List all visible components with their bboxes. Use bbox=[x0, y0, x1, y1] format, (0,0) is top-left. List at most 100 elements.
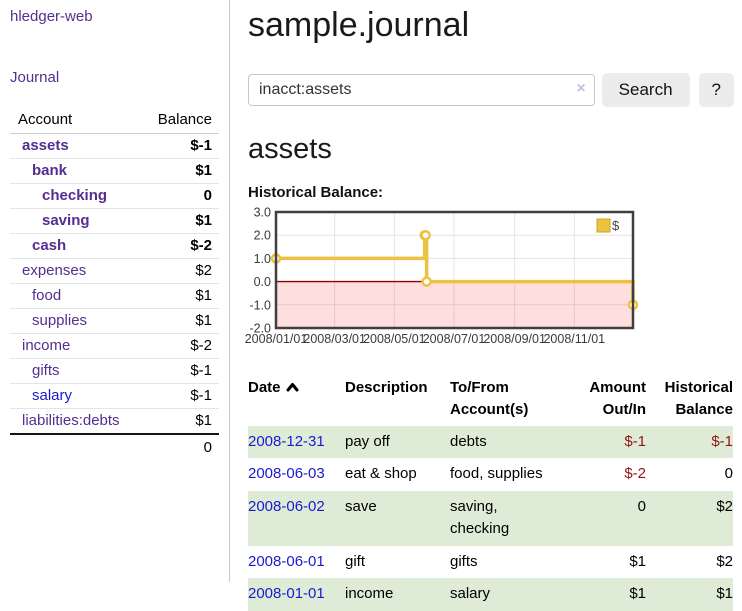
accounts-col-balance: Balance bbox=[138, 107, 219, 134]
account-balance: $-1 bbox=[138, 384, 219, 409]
svg-text:2008/07/01: 2008/07/01 bbox=[423, 332, 486, 346]
svg-text:2008/11/01: 2008/11/01 bbox=[543, 332, 605, 346]
transaction-balance: $2 bbox=[646, 491, 733, 546]
account-row: assets $-1 bbox=[10, 134, 219, 159]
svg-text:-1.0: -1.0 bbox=[249, 298, 271, 312]
transaction-date-link[interactable]: 2008-06-02 bbox=[248, 498, 325, 515]
account-row: income $-2 bbox=[10, 334, 219, 359]
svg-text:0.0: 0.0 bbox=[254, 275, 271, 289]
transaction-date-link[interactable]: 2008-12-31 bbox=[248, 433, 325, 450]
account-link-liabilities-debts[interactable]: liabilities:debts bbox=[22, 412, 120, 429]
accounts-total-row: 0 bbox=[10, 434, 219, 460]
account-link-gifts[interactable]: gifts bbox=[32, 362, 60, 379]
accounts-header-row: Account Balance bbox=[10, 107, 219, 134]
account-balance: $1 bbox=[138, 209, 219, 234]
account-balance: $-2 bbox=[138, 334, 219, 359]
account-row: liabilities:debts $1 bbox=[10, 409, 219, 435]
chart-legend: $ bbox=[597, 218, 620, 233]
accounts-total-balance: 0 bbox=[138, 434, 219, 460]
account-balance: $1 bbox=[138, 409, 219, 435]
transaction-balance: $2 bbox=[646, 546, 733, 579]
search-input-wrap: × bbox=[248, 74, 595, 106]
account-link-income[interactable]: income bbox=[22, 337, 70, 354]
account-balance: $1 bbox=[138, 309, 219, 334]
account-link-food[interactable]: food bbox=[32, 287, 61, 304]
account-link-cash[interactable]: cash bbox=[32, 237, 66, 254]
account-row: food $1 bbox=[10, 284, 219, 309]
account-balance: $1 bbox=[138, 284, 219, 309]
transaction-date-link[interactable]: 2008-06-03 bbox=[248, 465, 325, 482]
transaction-accounts: salary bbox=[450, 578, 558, 611]
transaction-description: gift bbox=[345, 546, 450, 579]
transaction-accounts: saving, checking bbox=[450, 491, 558, 546]
account-link-assets[interactable]: assets bbox=[22, 137, 69, 154]
search-input[interactable] bbox=[248, 74, 595, 106]
account-balance: $-1 bbox=[138, 359, 219, 384]
transaction-description: income bbox=[345, 578, 450, 611]
account-row: gifts $-1 bbox=[10, 359, 219, 384]
chart-svg: $3.02.01.00.0-1.0-2.02008/01/012008/03/0… bbox=[246, 210, 646, 352]
transaction-amount: $1 bbox=[558, 546, 646, 579]
svg-text:2008/01/01: 2008/01/01 bbox=[245, 332, 308, 346]
search-button[interactable]: Search bbox=[602, 73, 690, 107]
transaction-date-link[interactable]: 2008-06-01 bbox=[248, 553, 325, 570]
register-col-accounts: To/From Account(s) bbox=[450, 373, 558, 426]
account-link-checking[interactable]: checking bbox=[42, 187, 107, 204]
account-balance: $2 bbox=[138, 259, 219, 284]
transaction-balance: 0 bbox=[646, 458, 733, 491]
account-balance: $-2 bbox=[138, 234, 219, 259]
account-row: expenses $2 bbox=[10, 259, 219, 284]
transaction-amount: $1 bbox=[558, 578, 646, 611]
brand-link[interactable]: hledger-web bbox=[10, 8, 93, 25]
account-balance: $1 bbox=[138, 159, 219, 184]
transaction-description: save bbox=[345, 491, 450, 546]
account-link-salary[interactable]: salary bbox=[32, 387, 72, 404]
accounts-col-account: Account bbox=[10, 107, 138, 134]
transaction-amount: $-1 bbox=[558, 426, 646, 459]
svg-text:2008/09/01: 2008/09/01 bbox=[483, 332, 546, 346]
account-link-bank[interactable]: bank bbox=[32, 162, 67, 179]
transaction-amount: 0 bbox=[558, 491, 646, 546]
sidebar-item-journal[interactable]: Journal bbox=[10, 69, 59, 86]
svg-text:1.0: 1.0 bbox=[254, 252, 271, 266]
account-row: checking 0 bbox=[10, 184, 219, 209]
transaction-description: eat & shop bbox=[345, 458, 450, 491]
svg-text:2008/05/01: 2008/05/01 bbox=[363, 332, 426, 346]
transaction-accounts: debts bbox=[450, 426, 558, 459]
transaction-accounts: gifts bbox=[450, 546, 558, 579]
chart-title: Historical Balance: bbox=[248, 184, 734, 201]
svg-text:3.0: 3.0 bbox=[254, 206, 271, 220]
account-heading: assets bbox=[248, 133, 734, 166]
transaction-date-link[interactable]: 2008-01-01 bbox=[248, 585, 325, 602]
account-balance: $-1 bbox=[138, 134, 219, 159]
register-col-date[interactable]: Date bbox=[248, 373, 345, 426]
account-row: supplies $1 bbox=[10, 309, 219, 334]
clear-search-icon[interactable]: × bbox=[576, 81, 585, 97]
svg-text:$: $ bbox=[612, 218, 620, 233]
search-form: × Search ? bbox=[248, 73, 734, 107]
account-link-supplies[interactable]: supplies bbox=[32, 312, 87, 329]
svg-text:2.0: 2.0 bbox=[254, 229, 271, 243]
page-title: sample.journal bbox=[248, 6, 734, 45]
main-content: sample.journal × Search ? assets Histori… bbox=[230, 0, 742, 582]
sort-ascending-icon bbox=[286, 377, 299, 399]
transaction-accounts: food, supplies bbox=[450, 458, 558, 491]
account-link-expenses[interactable]: expenses bbox=[22, 262, 86, 279]
register-col-description: Description bbox=[345, 373, 450, 426]
account-row: bank $1 bbox=[10, 159, 219, 184]
help-button[interactable]: ? bbox=[699, 73, 734, 107]
sidebar: hledger-web Journal Account Balance asse… bbox=[0, 0, 230, 582]
account-link-saving[interactable]: saving bbox=[42, 212, 90, 229]
register-table: Date Description To/From Account(s) Amou… bbox=[248, 373, 733, 611]
register-col-balance: Historical Balance bbox=[646, 373, 733, 426]
account-balance: 0 bbox=[138, 184, 219, 209]
transaction-description: pay off bbox=[345, 426, 450, 459]
transaction-balance: $1 bbox=[646, 578, 733, 611]
